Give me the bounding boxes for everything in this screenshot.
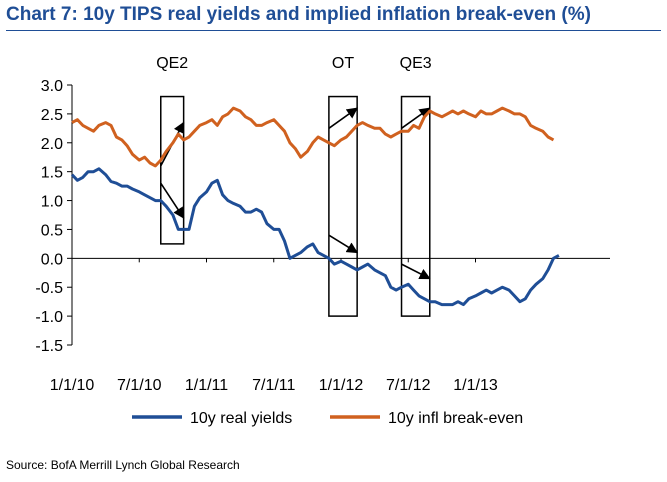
x-tick-label: 7/1/10 (117, 377, 162, 394)
event-label: OT (332, 55, 354, 72)
y-tick-label: 2.0 (41, 136, 63, 153)
source-note: Source: BofA Merrill Lynch Global Resear… (6, 458, 240, 472)
x-tick-label: 1/1/12 (319, 377, 364, 394)
y-tick-label: -0.5 (35, 280, 63, 297)
arrow (328, 107, 359, 129)
y-tick-label: 0.0 (41, 251, 63, 268)
arrow (160, 182, 185, 219)
legend-label: 10y infl break-even (388, 410, 523, 427)
series-lines (70, 106, 560, 307)
y-tick-label: -1.0 (35, 309, 63, 326)
x-tick-label: 7/1/12 (386, 377, 431, 394)
x-tick-label: 1/1/11 (185, 377, 228, 394)
y-tick-label: 1.0 (41, 194, 63, 211)
y-tick-label: 0.5 (41, 222, 63, 239)
y-tick-label: -1.5 (35, 338, 63, 355)
event-label: QE2 (156, 55, 188, 72)
event-label: QE3 (400, 55, 432, 72)
arrow (401, 263, 431, 280)
event-box (160, 95, 185, 245)
y-tick-label: 3.0 (41, 78, 63, 95)
series-line (70, 167, 560, 307)
series-line (71, 106, 555, 168)
x-tick-label: 1/1/13 (453, 377, 498, 394)
y-tick-label: 1.5 (41, 165, 63, 182)
chart-title: Chart 7: 10y TIPS real yields and implie… (6, 4, 591, 25)
legend-label: 10y real yields (190, 410, 292, 427)
arrow (328, 234, 359, 254)
x-tick-label: 7/1/11 (252, 377, 295, 394)
arrow (401, 107, 431, 129)
x-tick-label: 1/1/10 (50, 377, 95, 394)
y-tick-label: 2.5 (41, 107, 63, 124)
annotations: QE2 OT QE3 (156, 55, 432, 317)
event-box (328, 95, 358, 317)
legend: 10y real yields 10y infl break-even (132, 410, 523, 427)
axes: 3.0 2.5 2.0 1.5 1.0 0.5 0.0 -0.5 -1.0 -1.5 1/1/10 7… (35, 78, 610, 394)
event-box (400, 95, 431, 317)
title-rule (6, 30, 661, 31)
